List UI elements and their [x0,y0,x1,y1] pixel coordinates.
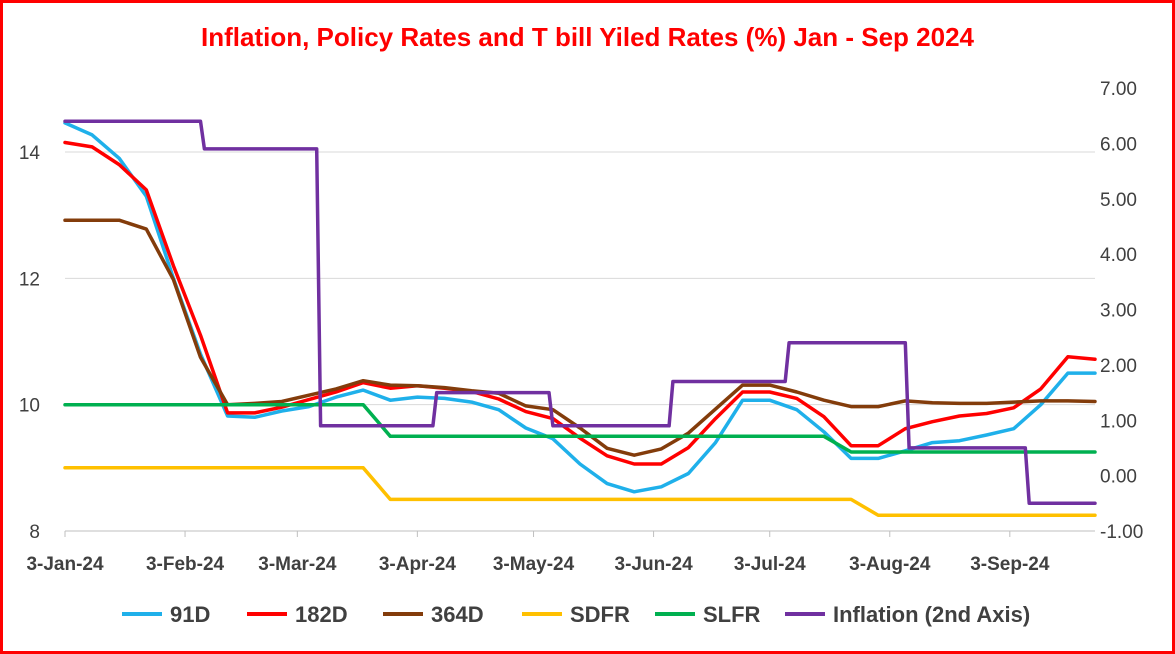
y-left-tick-label: 8 [29,522,40,543]
y-left-tick-label: 14 [19,143,41,164]
x-tick-label: 3-Jul-24 [734,554,806,575]
x-tick-label: 3-May-24 [493,554,575,575]
y-right-tick-label: 3.00 [1100,301,1137,322]
y-right-tick-label: 4.00 [1100,245,1137,266]
y-right-tick-label: 1.00 [1100,411,1137,432]
series-line-91d [63,121,1097,494]
y-right-tick-label: 0.00 [1100,467,1137,488]
y-right-tick-label: -1.00 [1100,522,1143,543]
y-right-tick-label: 5.00 [1100,190,1137,211]
y-right-tick-label: 6.00 [1100,134,1137,155]
x-tick-label: 3-Mar-24 [258,554,337,575]
legend-label: Inflation (2nd Axis) [833,602,1030,627]
legend-label: 91D [170,602,210,627]
x-tick-label: 3-Jan-24 [26,554,104,575]
legend-label: SDFR [570,602,630,627]
chart-title: Inflation, Policy Rates and T bill Yiled… [201,22,974,52]
series-line-slfr [63,402,1097,454]
x-tick-label: 3-Jun-24 [615,554,694,575]
legend-label: 182D [295,602,348,627]
y-right-tick-label: 7.00 [1100,79,1137,100]
x-tick-label: 3-Sep-24 [970,554,1050,575]
legend-label: 364D [431,602,484,627]
y-right-tick-label: 2.00 [1100,356,1137,377]
x-tick-label: 3-Aug-24 [849,554,931,575]
legend-label: SLFR [703,602,761,627]
y-left-tick-label: 10 [19,396,40,417]
series-line-inflation [63,119,1097,506]
y-left-tick-label: 12 [19,269,40,290]
series-line-sdfr [63,466,1097,517]
series-line-182d [63,140,1097,466]
x-tick-label: 3-Feb-24 [146,554,225,575]
x-tick-label: 3-Apr-24 [379,554,457,575]
